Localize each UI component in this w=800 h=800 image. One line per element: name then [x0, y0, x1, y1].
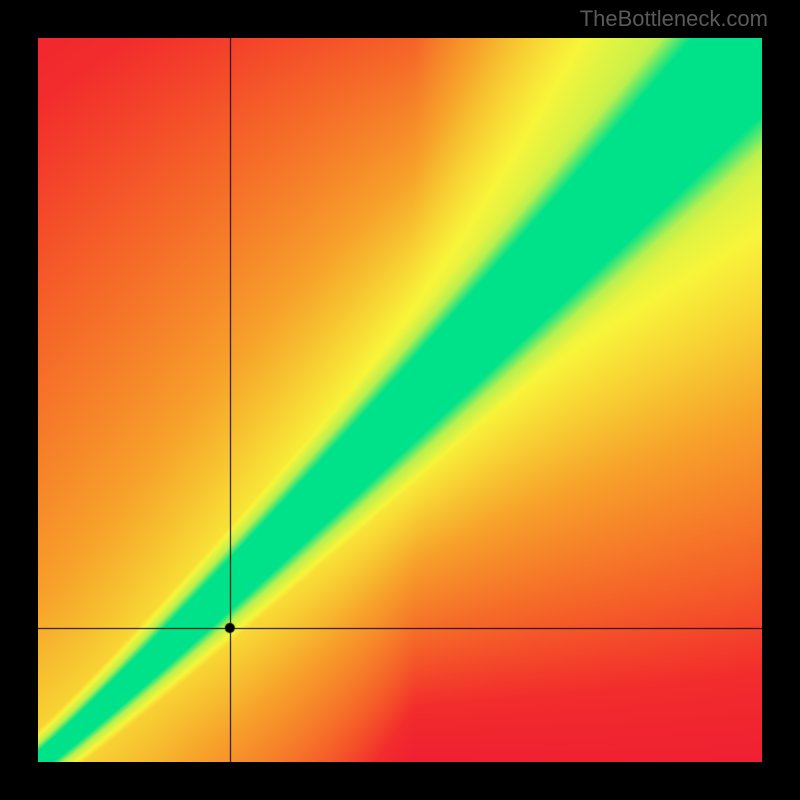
watermark-text: TheBottleneck.com	[580, 6, 768, 32]
heatmap-plot-area	[38, 38, 762, 762]
heatmap-canvas	[38, 38, 762, 762]
